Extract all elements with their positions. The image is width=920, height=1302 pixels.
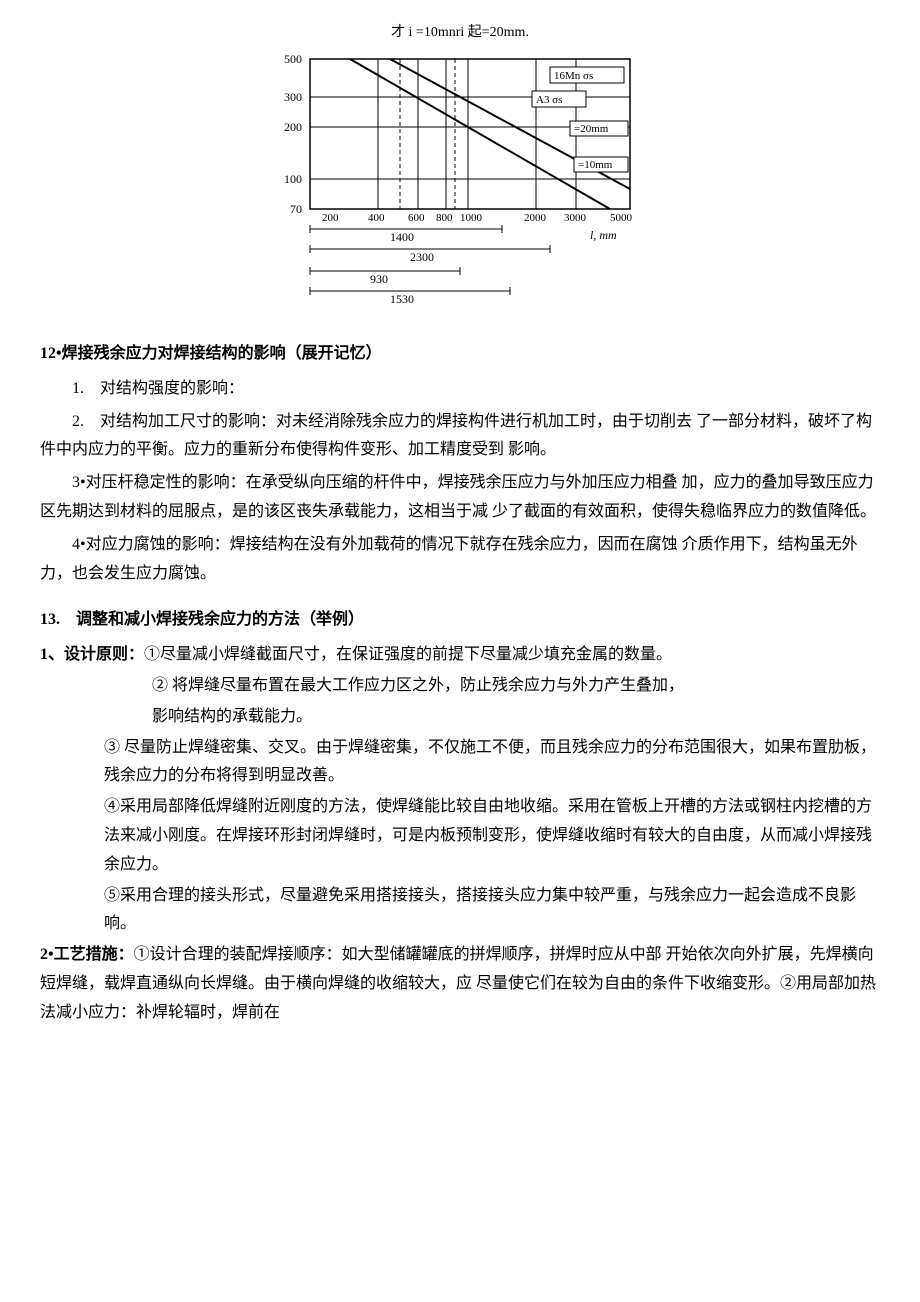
xt-1000: 1000: [460, 212, 483, 224]
p13-1-lead: 1、设计原则：: [40, 646, 144, 663]
dim-1530: 1530: [390, 292, 414, 306]
xt-3000: 3000: [564, 212, 587, 224]
xt-800: 800: [436, 212, 453, 224]
p13-1-a: ①尽量减小焊缝截面尺寸，在保证强度的前提下尽量减少填充金属的数量。: [144, 646, 672, 663]
p12-1: 1. 对结构强度的影响：: [40, 375, 880, 404]
p13-1: 1、设计原则：①尽量减小焊缝截面尺寸，在保证强度的前提下尽量减少填充金属的数量。: [40, 641, 880, 670]
ytick-300: 300: [284, 90, 302, 104]
dim-930: 930: [370, 272, 388, 286]
ytick-500: 500: [284, 52, 302, 66]
ytick-70: 70: [290, 202, 302, 216]
xt-2000: 2000: [524, 212, 547, 224]
t20-label: =20mm: [574, 123, 609, 135]
chart-caption: 才 i =10mnri 起=20mm.: [40, 20, 880, 45]
p13-1-e: ⑤采用合理的接头形式，尽量避免采用搭接接头，搭接接头应力集中较严重，与残余应力一…: [40, 882, 880, 940]
heading-13: 13. 调整和减小焊接残余应力的方法（举例）: [40, 606, 880, 635]
p12-3: 3•对压杆稳定性的影响：在承受纵向压缩的杆件中，焊接残余压应力与外加压应力相叠 …: [40, 469, 880, 527]
ytick-200: 200: [284, 120, 302, 134]
p12-2: 2. 对结构加工尺寸的影响：对未经消除残余应力的焊接构件进行机加工时，由于切削去…: [40, 408, 880, 466]
p12-4: 4•对应力腐蚀的影响：焊接结构在没有外加载荷的情况下就存在残余应力，因而在腐蚀 …: [40, 531, 880, 589]
p13-1-b1: ② 将焊缝尽量布置在最大工作应力区之外，防止残余应力与外力产生叠加，: [40, 672, 880, 701]
xt-200: 200: [322, 212, 339, 224]
p13-1-b2: 影响结构的承载能力。: [40, 703, 880, 732]
ytick-100: 100: [284, 172, 302, 186]
p13-2: 2•工艺措施：①设计合理的装配焊接顺序：如大型储罐罐底的拼焊顺序，拼焊时应从中部…: [40, 941, 880, 1027]
chart-container: 500 300 200 100 70 16Mn σs A3 σs =20mm =…: [40, 49, 880, 320]
heading-12: 12•焊接残余应力对焊接结构的影响（展开记忆）: [40, 340, 880, 369]
log-log-chart: 500 300 200 100 70 16Mn σs A3 σs =20mm =…: [250, 49, 670, 309]
series-16mn-label: 16Mn σs: [554, 70, 593, 82]
xt-5000: 5000: [610, 212, 633, 224]
xt-400: 400: [368, 212, 385, 224]
series-a3-label: A3 σs: [536, 94, 562, 106]
p13-1-d: ④采用局部降低焊缝附近刚度的方法，使焊缝能比较自由地收缩。采用在管板上开槽的方法…: [40, 793, 880, 879]
xt-600: 600: [408, 212, 425, 224]
p13-2-lead: 2•工艺措施：: [40, 946, 134, 963]
dim-2300: 2300: [410, 250, 434, 264]
t10-label: =10mm: [578, 159, 613, 171]
p13-2-body: ①设计合理的装配焊接顺序：如大型储罐罐底的拼焊顺序，拼焊时应从中部 开始依次向外…: [40, 946, 876, 1021]
x-axis-label: l, mm: [590, 228, 617, 242]
dim-1400: 1400: [390, 230, 414, 244]
p13-1-c: ③ 尽量防止焊缝密集、交叉。由于焊缝密集，不仅施工不便，而且残余应力的分布范围很…: [40, 734, 880, 792]
